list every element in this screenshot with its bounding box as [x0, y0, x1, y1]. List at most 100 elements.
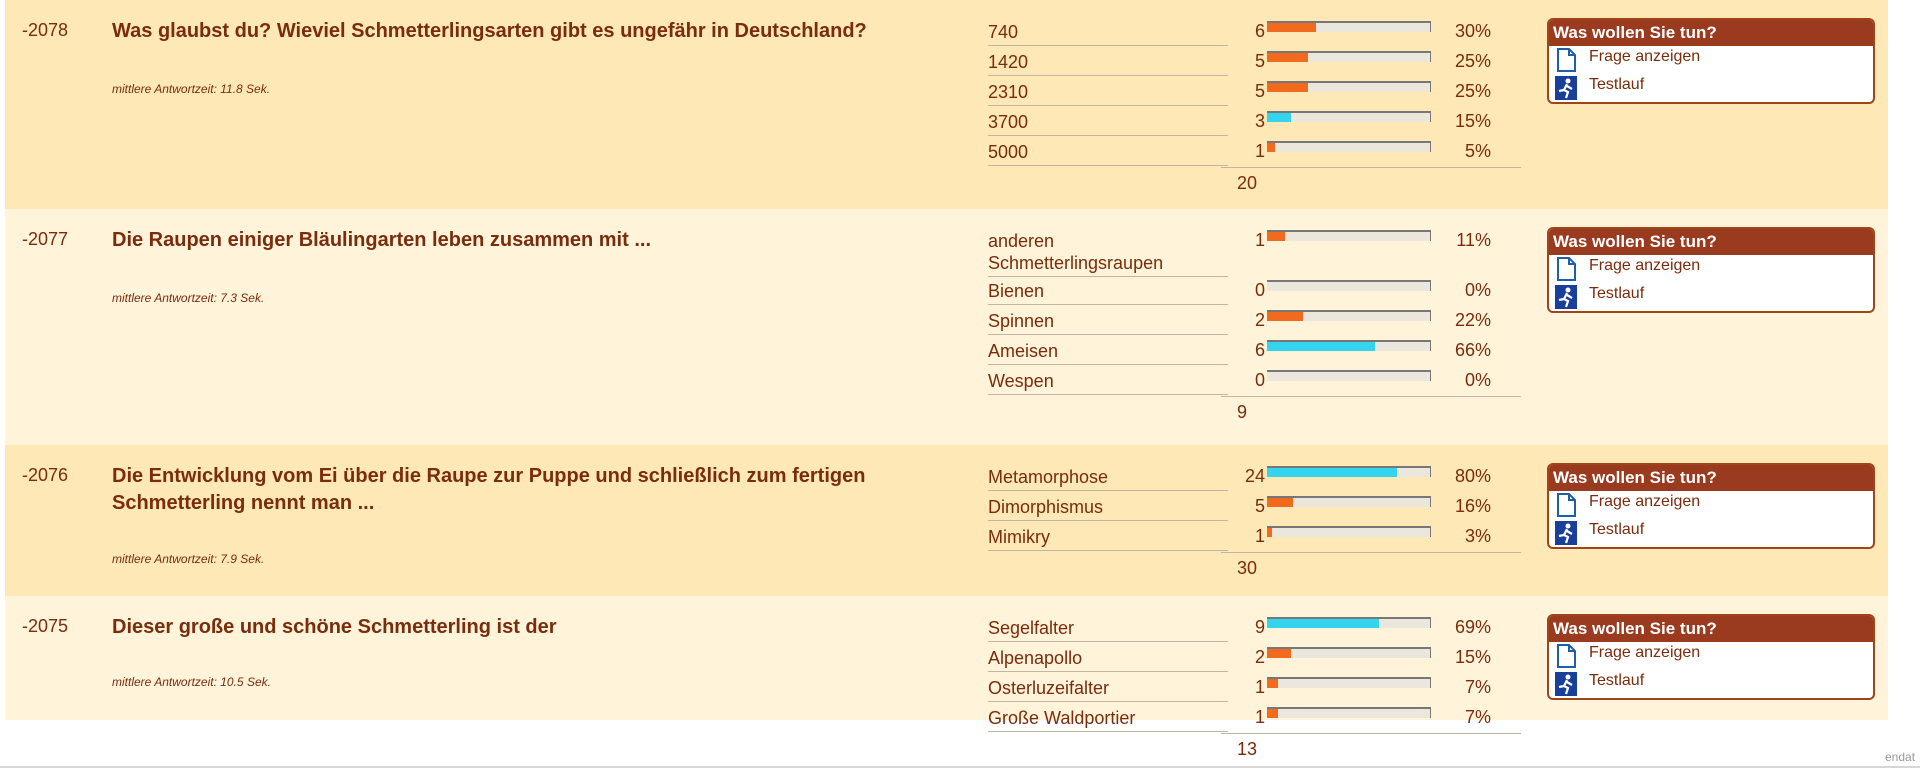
answer-count: 0 [1254, 370, 1265, 390]
answer-percent: 69% [1454, 617, 1491, 637]
question-row: -2077 Die Raupen einiger Bläulingarten l… [5, 209, 1888, 445]
answer-total: 30 [1237, 558, 1258, 578]
answer-percent: 5% [1464, 141, 1491, 161]
answer-row: 3700 3 15% [983, 107, 1509, 137]
answer-bar [1267, 496, 1431, 507]
show-question-link[interactable]: Frage anzeigen [1549, 255, 1873, 283]
document-icon [1557, 644, 1576, 668]
question-row: -2078 Was glaubst du? Wieviel Schmetterl… [5, 0, 1888, 209]
answer-count: 1 [1254, 141, 1265, 161]
answer-label: Segelfalter [988, 617, 1228, 642]
answer-list: anderen Schmetterlingsraupen 1 11% Bienen 0 0… [983, 226, 1521, 423]
question-row: -2076 Die Entwicklung vom Ei über die Ra… [5, 445, 1888, 596]
question-text: Die Raupen einiger Bläulingarten leben z… [112, 229, 652, 251]
answer-row: anderen Schmetterlingsraupen 1 11% [983, 226, 1509, 277]
show-question-link[interactable]: Frage anzeigen [1549, 46, 1873, 74]
answer-bar [1267, 81, 1431, 92]
average-answer-time: mittlere Antwortzeit: 7.3 Sek. [112, 291, 265, 305]
answer-row: Metamorphose 24 80% [983, 462, 1509, 492]
answer-count: 5 [1254, 496, 1265, 516]
answer-bar-fill [1267, 113, 1291, 122]
answer-row: 2310 5 25% [983, 77, 1509, 107]
answer-bar-fill [1267, 649, 1291, 658]
answer-count: 1 [1254, 526, 1265, 546]
answer-percent: 0% [1464, 280, 1491, 300]
document-icon [1557, 493, 1576, 517]
answer-percent: 15% [1454, 647, 1491, 667]
answer-bar [1267, 51, 1431, 62]
document-icon [1557, 48, 1576, 72]
answer-percent: 7% [1464, 677, 1491, 697]
answer-total: 13 [1237, 739, 1258, 759]
answer-row: Große Waldportier 1 7% [983, 703, 1509, 733]
answer-bar [1267, 141, 1431, 152]
answer-percent: 7% [1464, 707, 1491, 727]
answer-label: Osterluzeifalter [988, 677, 1228, 702]
answer-list: Metamorphose 24 80% Dimorphismus 5 16% Mimikry… [983, 462, 1521, 579]
document-icon [1557, 257, 1576, 281]
answer-bar-fill [1267, 53, 1308, 62]
answer-count: 2 [1254, 647, 1265, 667]
answer-count: 6 [1254, 340, 1265, 360]
answer-bar-fill [1267, 709, 1278, 718]
question-id: -2077 [22, 229, 69, 249]
show-question-link[interactable]: Frage anzeigen [1549, 642, 1873, 670]
answer-row: 740 6 30% [983, 17, 1509, 47]
total-row: 20 [1221, 167, 1521, 194]
answer-bar [1267, 526, 1431, 537]
answer-count: 0 [1254, 280, 1265, 300]
action-box: Was wollen Sie tun? Frage anzeigen Testl… [1547, 614, 1875, 700]
answer-count: 2 [1254, 310, 1265, 330]
answer-bar-fill [1267, 342, 1375, 351]
average-answer-time: mittlere Antwortzeit: 11.8 Sek. [112, 82, 271, 96]
question-text: Was glaubst du? Wieviel Schmetterlingsar… [112, 20, 867, 42]
answer-bar [1267, 111, 1431, 122]
answer-row: Alpenapollo 2 15% [983, 643, 1509, 673]
answer-bar-fill [1267, 312, 1303, 321]
action-box: Was wollen Sie tun? Frage anzeigen Testl… [1547, 463, 1875, 549]
answer-label: Dimorphismus [988, 496, 1228, 521]
right-margin [1888, 0, 1920, 768]
question-row: -2075 Dieser große und schöne Schmetterl… [5, 596, 1888, 759]
answer-percent: 30% [1454, 21, 1491, 41]
question-text: Dieser große und schöne Schmetterling is… [112, 616, 557, 638]
answer-row: 1420 5 25% [983, 47, 1509, 77]
answer-percent: 11% [1456, 230, 1491, 250]
answer-bar [1267, 340, 1431, 351]
answer-bar-fill [1267, 23, 1316, 32]
action-box-header: Was wollen Sie tun? [1549, 616, 1873, 642]
runner-icon [1555, 521, 1577, 545]
total-row: 13 [1221, 733, 1521, 760]
answer-label: 3700 [988, 111, 1228, 136]
answer-row: Osterluzeifalter 1 7% [983, 673, 1509, 703]
answer-bar-fill [1267, 679, 1278, 688]
answer-label: Ameisen [988, 340, 1228, 365]
answer-total: 9 [1237, 402, 1248, 422]
answer-label: Wespen [988, 370, 1228, 395]
answer-percent: 3% [1464, 526, 1491, 546]
test-run-link[interactable]: Testlauf [1549, 74, 1873, 102]
runner-icon [1555, 76, 1577, 100]
corner-text: endat [1885, 750, 1916, 764]
test-run-link[interactable]: Testlauf [1549, 519, 1873, 547]
answer-label: 1420 [988, 51, 1228, 76]
show-question-link[interactable]: Frage anzeigen [1549, 491, 1873, 519]
answer-count: 3 [1254, 111, 1265, 131]
action-box: Was wollen Sie tun? Frage anzeigen Testl… [1547, 227, 1875, 313]
answer-percent: 66% [1454, 340, 1491, 360]
question-text: Die Entwicklung vom Ei über die Raupe zu… [112, 465, 866, 514]
test-run-link[interactable]: Testlauf [1549, 670, 1873, 698]
answer-bar [1267, 617, 1431, 628]
answer-label: Mimikry [988, 526, 1228, 551]
question-id: -2078 [22, 20, 69, 40]
answer-percent: 15% [1454, 111, 1491, 131]
answer-percent: 22% [1454, 310, 1491, 330]
answer-count: 5 [1254, 51, 1265, 71]
answer-label: Metamorphose [988, 466, 1228, 491]
answer-total: 20 [1237, 173, 1258, 193]
test-run-link[interactable]: Testlauf [1549, 283, 1873, 311]
answer-row: Bienen 0 0% [983, 276, 1509, 306]
total-row: 9 [1221, 396, 1521, 423]
answer-row: Wespen 0 0% [983, 366, 1509, 396]
action-box: Was wollen Sie tun? Frage anzeigen Testl… [1547, 18, 1875, 104]
